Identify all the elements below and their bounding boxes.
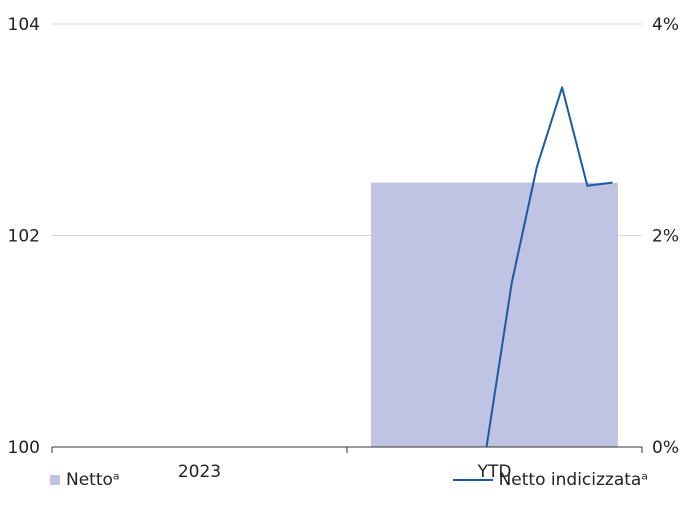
legend-item-netto: Nettoᵃ <box>50 470 120 490</box>
right-tick-label-1: 2% <box>652 227 679 247</box>
left-tick-label-0: 100 <box>8 438 40 458</box>
bar-ytd <box>371 182 618 447</box>
x-tick-label-2023: 2023 <box>178 462 221 482</box>
axes <box>51 446 643 453</box>
legend-label-netto: Nettoᵃ <box>66 470 120 490</box>
right-tick-label-2: 4% <box>652 15 679 35</box>
right-tick-label-0: 0% <box>652 438 679 458</box>
legend-item-netto-indicizzata: Netto indicizzataᵃ <box>452 470 648 490</box>
lines <box>485 86 613 448</box>
legend-label-netto-indicizzata: Netto indicizzataᵃ <box>498 470 648 490</box>
left-tick-label-2: 104 <box>8 15 40 35</box>
x-tick-label-ytd: YTD <box>477 462 512 482</box>
legend-swatch-netto <box>50 475 60 485</box>
left-tick-label-1: 102 <box>8 227 40 247</box>
tick-labels: 100 102 104 0% 2% 4% 2023 YTD <box>8 15 679 482</box>
legend-swatch-netto-indicizzata <box>452 479 493 481</box>
line-netto-indicizzata <box>485 86 613 448</box>
bars <box>371 182 618 447</box>
